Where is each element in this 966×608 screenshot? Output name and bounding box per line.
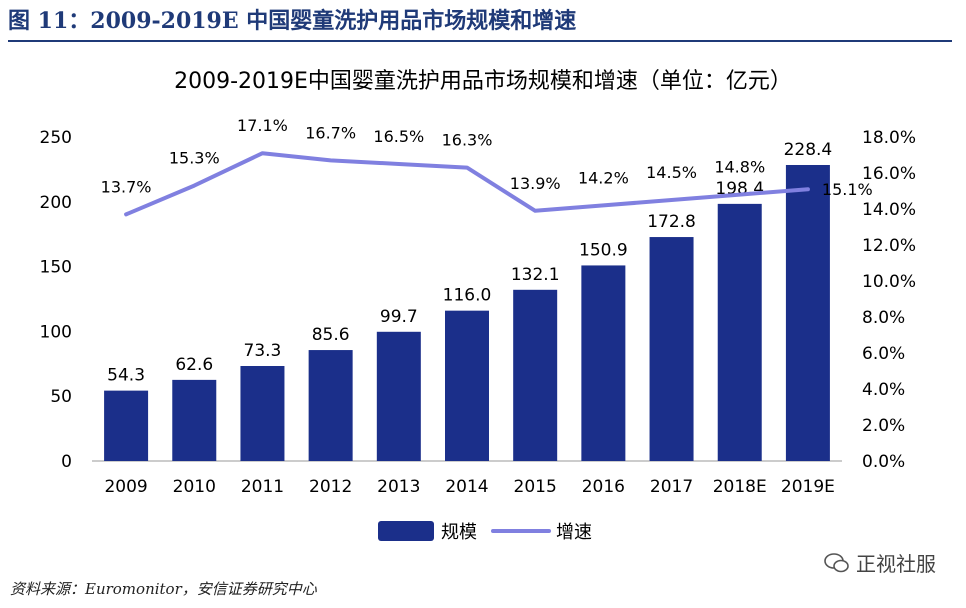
bar [172,379,217,461]
x-tick-label: 2009 [104,477,147,497]
growth-data-label: 14.5% [646,163,697,182]
bar-data-label: 116.0 [443,286,492,306]
wechat-icon [824,552,849,572]
y-right-tick-label: 6.0% [862,344,905,364]
figure-header-text: 图 11：2009-2019E 中国婴童洗护用品市场规模和增速 [8,8,577,34]
bar [581,265,626,461]
source-note: 资料来源：Euromonitor，安信证券研究中心 [10,580,317,598]
y-right-tick-label: 2.0% [862,416,905,436]
bar-data-label: 85.6 [312,325,350,345]
bar-data-label: 73.3 [244,341,282,361]
figure-header: 图 11：2009-2019E 中国婴童洗护用品市场规模和增速 [8,6,952,42]
legend-bar-label: 规模 [441,522,477,543]
bar-data-label: 132.1 [511,265,560,285]
y-left-tick-label: 250 [40,128,72,148]
bar [649,237,694,461]
bar [376,331,421,461]
x-tick-label: 2018E [713,477,767,497]
growth-data-label: 14.8% [714,158,765,177]
x-tick-label: 2016 [582,477,625,497]
bar [308,350,353,461]
y-left-tick-label: 100 [40,322,72,342]
growth-data-label: 17.1% [237,116,288,135]
bar-data-label: 172.8 [647,212,696,232]
legend-line-label: 增速 [556,522,592,543]
y-left-tick-label: 50 [50,387,72,407]
chart-title: 2009-2019E中国婴童洗护用品市场规模和增速（单位：亿元） [174,69,792,94]
bar-data-label: 150.9 [579,240,628,260]
x-tick-label: 2010 [173,477,216,497]
x-tick-label: 2017 [650,477,693,497]
y-left-tick-label: 200 [40,193,72,213]
y-right-tick-label: 18.0% [862,128,916,148]
x-tick-label: 2019E [781,477,835,497]
y-right-tick-label: 14.0% [862,200,916,220]
bar-data-label: 228.4 [784,140,833,160]
watermark-text: 正视社服 [856,552,936,576]
growth-data-label: 13.7% [101,177,152,196]
growth-data-label: 16.7% [305,123,356,142]
y-right-tick-label: 4.0% [862,380,905,400]
x-tick-label: 2013 [377,477,420,497]
bar [513,289,558,461]
y-right-tick-label: 12.0% [862,236,916,256]
bar [240,366,285,461]
growth-data-label: 14.2% [578,168,629,187]
bar [445,310,489,461]
legend-bar-swatch [378,521,434,541]
y-right-tick-label: 10.0% [862,272,916,292]
x-tick-label: 2014 [445,477,488,497]
growth-data-label: 16.3% [442,131,493,150]
y-right-tick-label: 0.0% [862,452,905,472]
growth-data-label: 13.9% [510,174,561,193]
y-right-tick-label: 8.0% [862,308,905,328]
bar-data-label: 62.6 [175,355,213,375]
growth-data-label: 15.3% [169,149,220,168]
y-left-tick-label: 150 [40,258,72,278]
bar [104,390,149,461]
bar-data-label: 99.7 [380,307,418,327]
bar-data-label: 54.3 [107,366,145,386]
growth-line [124,151,810,217]
bar [717,203,762,461]
bar [785,164,830,462]
x-tick-label: 2015 [514,477,557,497]
growth-data-label: 16.5% [373,127,424,146]
y-left-tick-label: 0 [61,452,72,472]
watermark: 正视社服 [824,548,936,577]
y-right-tick-label: 16.0% [862,164,916,184]
x-tick-label: 2011 [241,477,284,497]
x-tick-label: 2012 [309,477,352,497]
growth-data-label: 15.1% [822,180,873,199]
